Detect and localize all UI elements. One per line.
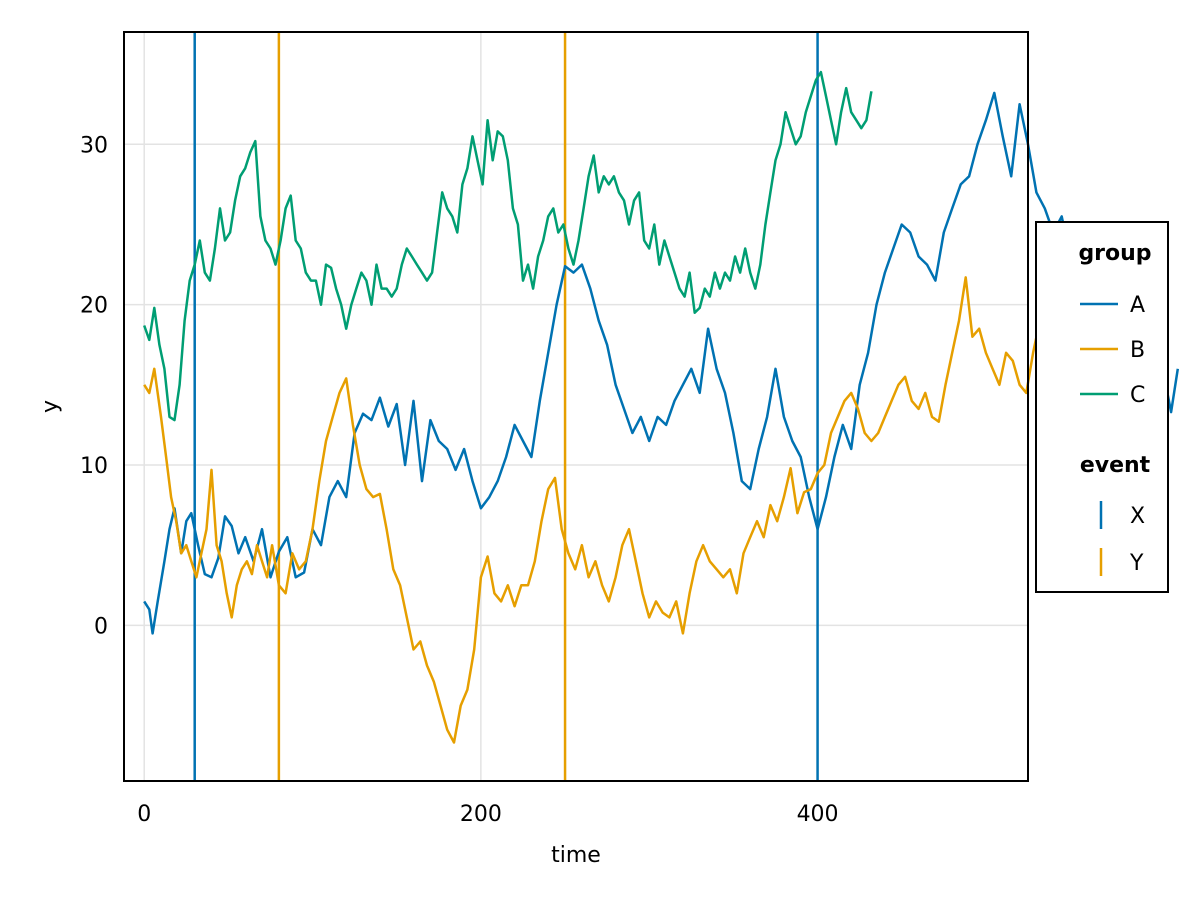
series-line-a <box>143 91 1180 635</box>
series-lines <box>143 70 1180 744</box>
x-axis-label: time <box>551 843 601 868</box>
x-tick-label: 200 <box>460 802 502 827</box>
x-tick-label: 400 <box>797 802 839 827</box>
plot-frame <box>123 31 1029 782</box>
y-tick-label: 20 <box>80 294 108 319</box>
legend-items: ABC XY <box>1080 293 1145 576</box>
legend: group event ABC XY <box>1035 221 1169 593</box>
legend-label-b: B <box>1130 338 1145 363</box>
axis-ticks: 0 200 400 0 10 20 30 <box>80 133 839 827</box>
legend-frame <box>1035 221 1169 593</box>
series-line-b <box>143 276 1042 744</box>
x-tick-label: 0 <box>137 802 151 827</box>
legend-label-a: A <box>1130 293 1145 318</box>
legend-label-c: C <box>1130 383 1145 408</box>
y-tick-label: 30 <box>80 133 108 158</box>
legend-group-title: group <box>1078 241 1151 266</box>
event-lines <box>193 32 819 781</box>
series-line-c <box>143 70 873 422</box>
legend-event-title: event <box>1080 453 1151 478</box>
legend-label-y: Y <box>1129 551 1144 576</box>
y-axis-label: y <box>38 400 63 413</box>
y-tick-label: 0 <box>94 614 108 639</box>
y-tick-label: 10 <box>80 454 108 479</box>
legend-label-x: X <box>1130 504 1145 529</box>
